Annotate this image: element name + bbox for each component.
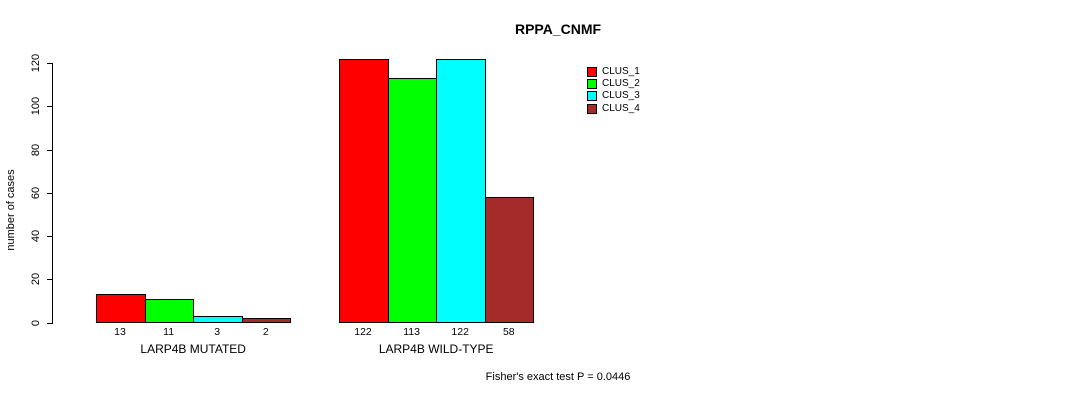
legend-item-clus_4: CLUS_4 — [587, 103, 640, 115]
legend-item-clus_3: CLUS_3 — [587, 90, 640, 102]
legend-item-clus_2: CLUS_2 — [587, 78, 640, 90]
y-tick-label: 0 — [30, 319, 42, 326]
y-tick-label: 120 — [30, 53, 42, 73]
legend-label: CLUS_1 — [602, 66, 640, 78]
y-tick-label: 80 — [30, 143, 42, 156]
y-tick-mark — [47, 322, 52, 324]
bar-value-label: 122 — [451, 326, 469, 338]
y-axis-label: number of cases — [5, 169, 17, 251]
bar-clus_3-wild-type — [436, 58, 486, 324]
y-tick-label: 60 — [30, 186, 42, 199]
bar-clus_2-wild-type — [387, 78, 438, 324]
legend-label: CLUS_4 — [602, 102, 640, 114]
y-tick-mark — [47, 63, 52, 64]
y-tick-mark — [47, 192, 52, 194]
y-tick-label: 40 — [30, 229, 42, 243]
bar-value-label: 13 — [114, 326, 126, 338]
y-tick-label: 100 — [30, 97, 42, 116]
y-tick-mark — [47, 236, 52, 237]
bar-clus_4-mutated — [241, 318, 292, 324]
bar-value-label: 122 — [354, 326, 372, 338]
legend-swatch-icon — [587, 79, 597, 90]
bar-value-label: 2 — [262, 326, 269, 338]
legend-item-clus_1: CLUS_1 — [587, 66, 640, 78]
bar-clus_2-mutated — [144, 298, 195, 324]
y-tick-label: 20 — [30, 273, 42, 286]
legend-swatch-icon — [587, 91, 597, 102]
y-tick-mark — [47, 149, 52, 151]
legend-label: CLUS_2 — [602, 78, 640, 90]
fisher-test-annotation: Fisher's exact test P = 0.0446 — [485, 371, 631, 383]
legend-swatch-icon — [587, 103, 597, 114]
group-label-mutated: LARP4B MUTATED — [140, 342, 246, 356]
y-axis-line — [52, 63, 53, 324]
bar-clus_3-mutated — [193, 316, 243, 324]
y-tick-mark — [47, 279, 52, 281]
bar-value-label: 58 — [502, 326, 515, 338]
group-label-wild-type: LARP4B WILD-TYPE — [378, 342, 494, 356]
bar-value-label: 113 — [403, 326, 420, 338]
bar-value-label: 11 — [163, 326, 175, 338]
legend: CLUS_1 CLUS_2 CLUS_3 CLUS_4 — [587, 66, 640, 115]
legend-label: CLUS_3 — [602, 90, 640, 102]
y-tick-mark — [47, 106, 52, 108]
legend-swatch-icon — [587, 67, 597, 78]
bar-clus_1-wild-type — [339, 58, 389, 324]
bar-value-label: 3 — [214, 326, 221, 338]
bar-clus_4-wild-type — [484, 197, 535, 324]
chart-title: RPPA_CNMF — [514, 21, 602, 37]
bar-clus_1-mutated — [96, 294, 146, 324]
